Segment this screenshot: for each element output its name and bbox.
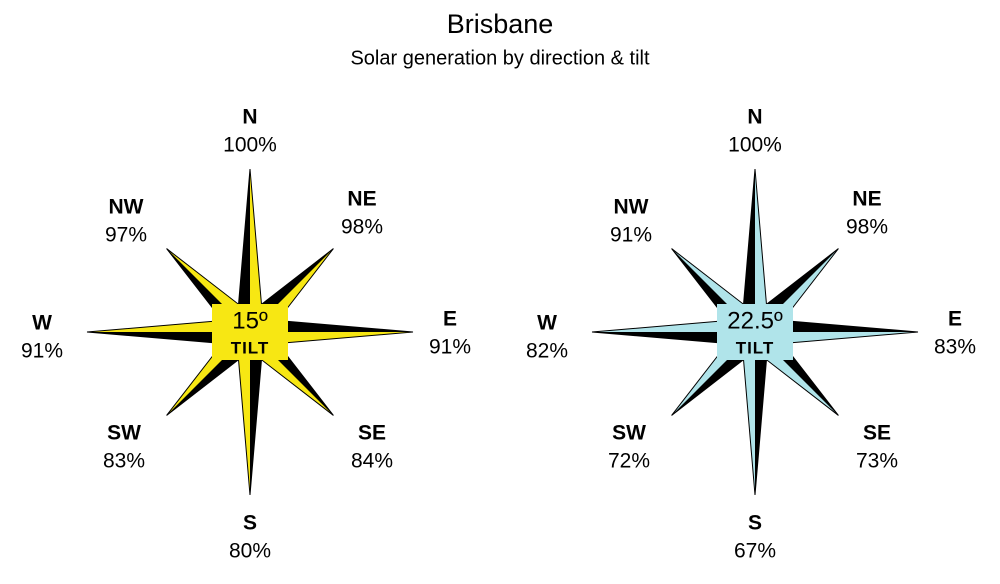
direction-value: 91% [21, 340, 63, 363]
star-shadow [755, 320, 918, 332]
direction-value: 100% [223, 134, 277, 157]
star-shadow [250, 332, 262, 495]
direction-value: 73% [856, 450, 898, 473]
direction-name: SW [107, 422, 141, 445]
direction-name: E [948, 308, 962, 331]
direction-value: 91% [610, 224, 652, 247]
direction-value: 91% [429, 336, 471, 359]
direction-value: 84% [351, 450, 393, 473]
direction-name: S [243, 512, 257, 535]
direction-value: 72% [608, 450, 650, 473]
direction-name: S [748, 512, 762, 535]
star-shadow [755, 332, 767, 495]
star-shadow [238, 169, 250, 332]
direction-name: NE [852, 188, 881, 211]
tilt-box [212, 304, 288, 360]
direction-value: 67% [734, 540, 776, 563]
tilt-value: 15º [232, 307, 268, 334]
star-shadow [671, 248, 755, 332]
tilt-value: 22.5º [727, 307, 783, 334]
star-shadow [755, 332, 839, 416]
direction-name: W [537, 312, 557, 335]
direction-name: NW [109, 196, 144, 219]
direction-name: N [242, 106, 257, 129]
tilt-label: TILT [231, 338, 270, 357]
direction-value: 83% [934, 336, 976, 359]
direction-value: 100% [728, 134, 782, 157]
tilt-label: TILT [736, 338, 775, 357]
tilt-box [717, 304, 793, 360]
direction-name: E [443, 308, 457, 331]
direction-name: SE [863, 422, 891, 445]
direction-name: N [747, 106, 762, 129]
direction-value: 83% [103, 450, 145, 473]
subtitle: Solar generation by direction & tilt [350, 47, 649, 69]
direction-value: 80% [229, 540, 271, 563]
direction-name: SE [358, 422, 386, 445]
direction-value: 98% [846, 216, 888, 239]
direction-name: NW [614, 196, 649, 219]
star-shadow [250, 320, 413, 332]
star-shadow [87, 332, 250, 344]
direction-value: 82% [526, 340, 568, 363]
direction-name: W [32, 312, 52, 335]
direction-value: 97% [105, 224, 147, 247]
star-shadow [743, 169, 755, 332]
title: Brisbane [447, 9, 554, 39]
direction-value: 98% [341, 216, 383, 239]
star-shadow [592, 332, 755, 344]
direction-name: NE [347, 188, 376, 211]
direction-name: SW [612, 422, 646, 445]
